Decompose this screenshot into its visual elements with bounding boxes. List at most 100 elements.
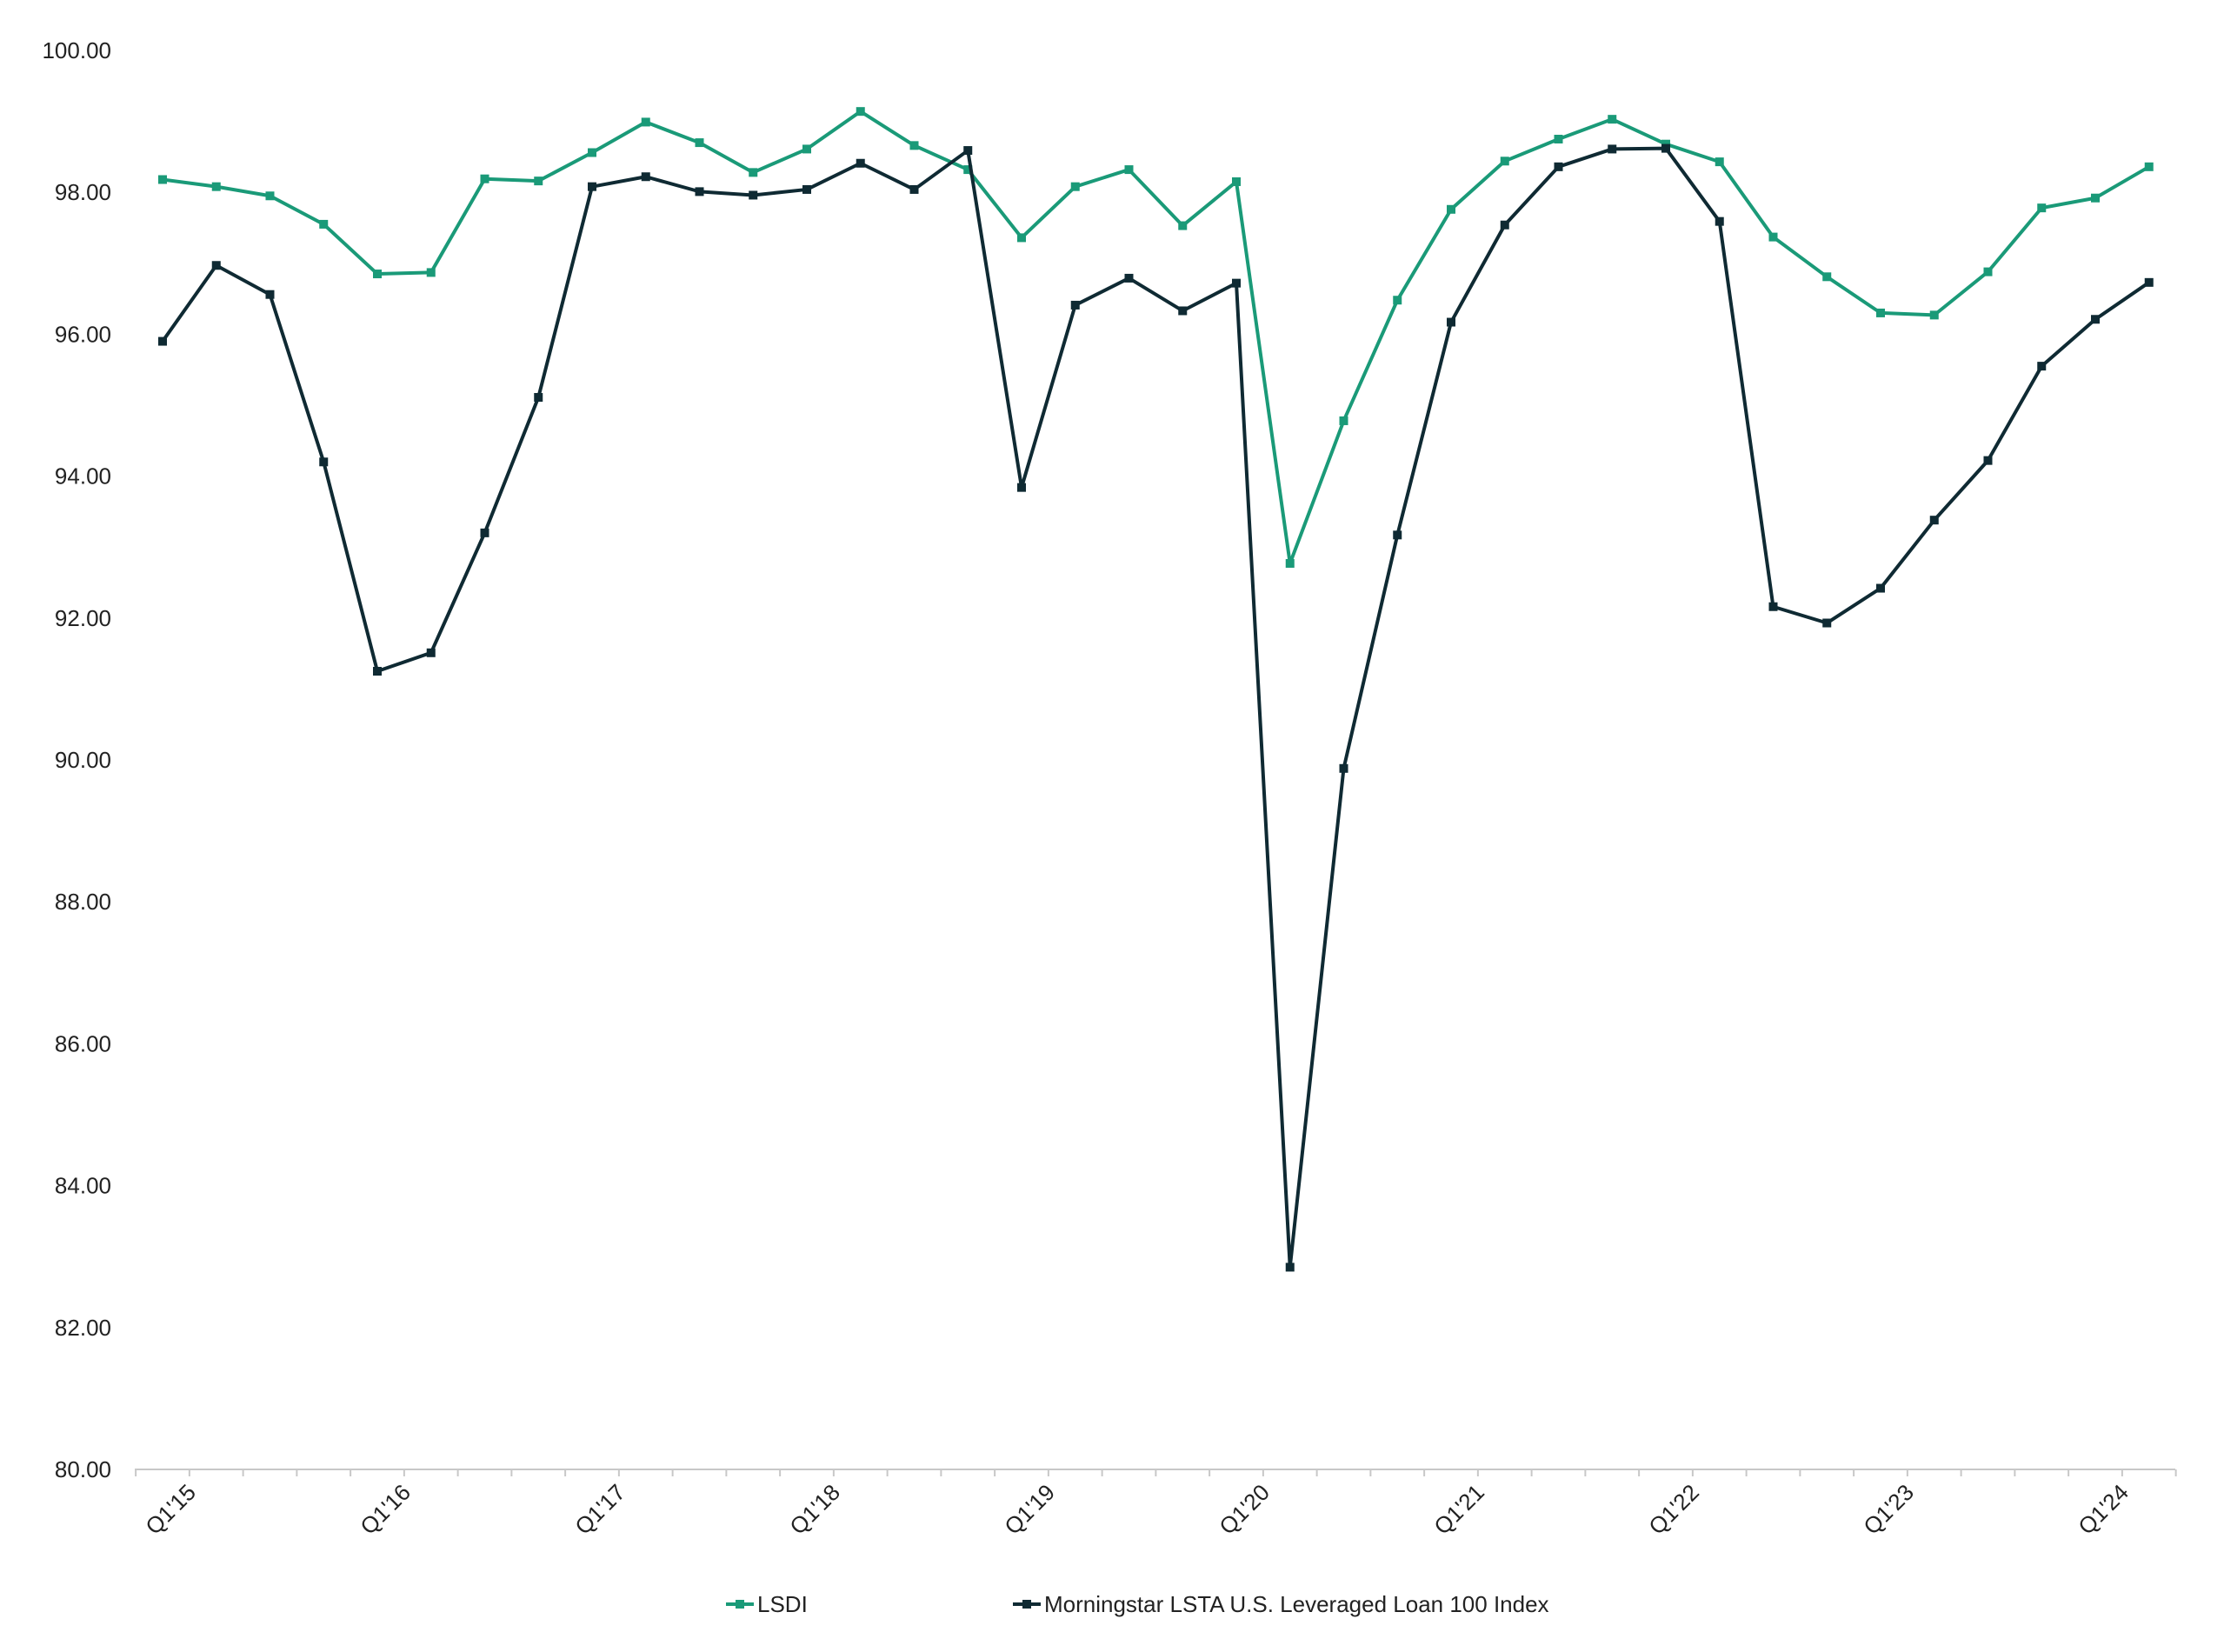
y-axis: 80.00 82.00 84.00 86.00 88.00 90.00 92.00 94.00… <box>42 37 111 1482</box>
data-point <box>2144 162 2154 171</box>
legend-marker-swatch <box>1022 1600 1031 1609</box>
data-point <box>1768 602 1778 611</box>
data-point <box>158 175 167 184</box>
data-point <box>319 219 329 229</box>
data-point <box>856 107 865 117</box>
y-tick-label: 100.00 <box>42 37 111 63</box>
y-tick-label: 96.00 <box>55 321 111 347</box>
data-point <box>1929 310 1939 320</box>
data-point <box>373 667 382 676</box>
data-point <box>802 184 811 194</box>
data-point <box>1554 162 1563 171</box>
y-tick-label: 98.00 <box>55 179 111 205</box>
data-point <box>1608 115 1617 124</box>
data-point <box>1822 272 1832 282</box>
data-point <box>1822 618 1832 628</box>
data-point <box>1554 135 1563 143</box>
data-point <box>158 336 167 346</box>
data-point <box>695 138 704 148</box>
y-tick-label: 88.00 <box>55 889 111 915</box>
data-point <box>1447 204 1455 214</box>
data-point <box>534 177 543 186</box>
x-axis: Q1'15 Q1'16 Q1'17 Q1'18 Q1'19 Q1'20 Q1'21 Q1'22… <box>135 1469 2177 1540</box>
y-tick-label: 86.00 <box>55 1030 111 1056</box>
x-tick-label: Q1'17 <box>569 1479 630 1540</box>
data-point <box>426 268 436 277</box>
data-point <box>426 648 436 657</box>
y-tick-label: 82.00 <box>55 1315 111 1341</box>
x-tick-label: Q1'20 <box>1214 1479 1275 1540</box>
data-point <box>695 187 704 197</box>
legend-item: Morningstar LSTA U.S. Leveraged Loan 100… <box>1013 1591 1549 1617</box>
series-line <box>162 110 2150 565</box>
x-tick-label: Q1'19 <box>999 1479 1060 1540</box>
data-point <box>1876 308 1885 317</box>
x-tick-label: Q1'23 <box>1858 1479 1919 1540</box>
data-point <box>1608 144 1617 154</box>
data-point <box>1393 530 1402 540</box>
series-line <box>161 146 2150 1269</box>
data-point <box>2037 362 2047 371</box>
x-tick-label: Q1'24 <box>2073 1479 2134 1540</box>
x-tick-label: Q1'16 <box>355 1479 416 1540</box>
x-tick-label: Q1'22 <box>1643 1479 1704 1540</box>
data-point <box>2144 277 2154 287</box>
series-leveraged-loan-index <box>158 143 2154 1272</box>
y-tick-label: 94.00 <box>55 463 111 490</box>
x-tick-label: Q1'18 <box>784 1479 845 1540</box>
data-point <box>1232 177 1241 186</box>
x-tick-label: Q1'15 <box>140 1479 201 1540</box>
data-point <box>1715 216 1724 226</box>
data-point <box>856 158 865 168</box>
data-point <box>588 148 596 157</box>
data-point <box>1178 221 1188 230</box>
data-point <box>1768 232 1778 242</box>
y-tick-label: 90.00 <box>55 747 111 773</box>
y-tick-label: 92.00 <box>55 605 111 631</box>
x-tick-label: Q1'21 <box>1428 1479 1489 1540</box>
data-point <box>1285 558 1295 568</box>
data-point <box>534 393 543 403</box>
data-point <box>2091 193 2100 203</box>
data-point <box>641 172 650 182</box>
data-point <box>1983 267 1993 276</box>
data-point <box>1124 165 1134 175</box>
data-point <box>909 184 919 194</box>
data-point <box>641 117 650 127</box>
data-point <box>1124 273 1134 283</box>
data-point <box>1232 278 1241 288</box>
data-point <box>802 144 811 154</box>
data-point <box>909 141 919 150</box>
data-point <box>1070 300 1080 310</box>
data-point <box>1500 220 1509 230</box>
y-tick-label: 84.00 <box>55 1173 111 1199</box>
data-point <box>480 174 489 183</box>
series-layer <box>158 107 2154 1272</box>
data-point <box>265 191 275 201</box>
series-lsdi <box>158 107 2154 568</box>
legend: LSDI Morningstar LSTA U.S. Leveraged Loan… <box>726 1591 1549 1617</box>
data-point <box>1178 306 1188 316</box>
data-point <box>211 182 221 191</box>
data-point <box>211 261 221 270</box>
data-point <box>265 290 275 299</box>
y-tick-label: 80.00 <box>55 1456 111 1482</box>
data-point <box>319 457 329 467</box>
legend-marker-swatch <box>736 1600 744 1609</box>
data-point <box>373 270 382 279</box>
data-point <box>1339 416 1348 425</box>
data-point <box>963 165 973 175</box>
legend-label: LSDI <box>757 1591 808 1617</box>
data-point <box>1070 182 1080 191</box>
data-point <box>1876 583 1885 593</box>
legend-item: LSDI <box>726 1591 808 1617</box>
data-point <box>1447 317 1455 327</box>
data-point <box>2037 203 2047 213</box>
data-point <box>1339 763 1348 773</box>
data-point <box>1929 516 1939 525</box>
data-point <box>1017 233 1026 243</box>
data-point <box>480 528 489 537</box>
data-point <box>1661 143 1670 153</box>
